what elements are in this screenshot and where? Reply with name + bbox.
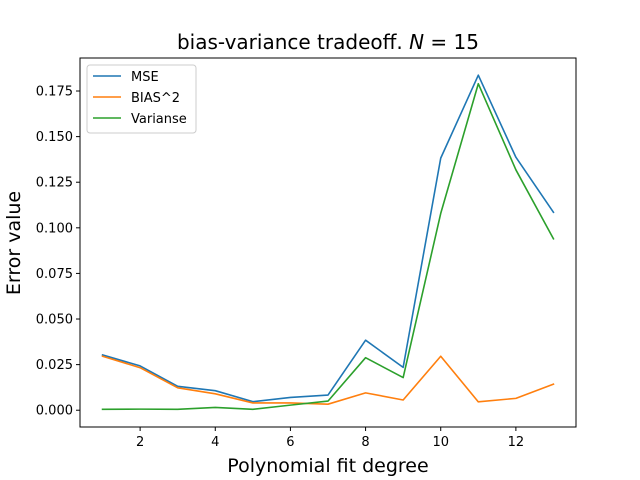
x-tick-label: 4	[211, 435, 219, 450]
y-tick-label: 0.125	[36, 176, 73, 191]
y-axis-title: Error value	[3, 191, 25, 295]
y-tick-label: 0.000	[36, 404, 73, 419]
y-tick-label: 0.150	[36, 130, 73, 145]
y-axis-ticks: 0.000 0.025 0.050 0.075 0.100 0.125 0.150 0.175	[36, 85, 80, 419]
series-line-1	[101, 355, 555, 406]
series-line-0	[101, 74, 555, 403]
legend-label-1: BIAS^2	[131, 91, 180, 106]
x-axis-title: Polynomial fit degree	[227, 455, 428, 477]
series-layer	[101, 74, 555, 411]
chart-title-variable: N	[409, 30, 424, 54]
plot-area	[79, 57, 577, 428]
chart-title-rest: = 15	[424, 30, 479, 54]
legend: MSE BIAS^2 Varianse	[86, 64, 197, 134]
x-tick-label: 6	[286, 435, 294, 450]
y-tick-label: 0.075	[36, 267, 73, 282]
legend-frame	[86, 64, 197, 134]
y-tick-label: 0.025	[36, 358, 73, 373]
chart-title-prefix: bias-variance tradeoff.	[177, 30, 409, 54]
x-tick-label: 2	[136, 435, 144, 450]
x-tick-label: 8	[361, 435, 369, 450]
legend-label-0: MSE	[131, 70, 159, 85]
y-tick-label: 0.050	[36, 313, 73, 328]
chart-title: bias-variance tradeoff. N = 15	[177, 30, 479, 54]
x-tick-label: 10	[432, 435, 449, 450]
series-line-2	[101, 82, 555, 411]
y-tick-label: 0.175	[36, 85, 73, 100]
x-axis-ticks: 2 4 6 8 10 12	[136, 427, 524, 450]
legend-label-2: Varianse	[131, 112, 187, 127]
y-tick-label: 0.100	[36, 221, 73, 236]
plot-frame	[79, 57, 577, 428]
x-tick-label: 12	[508, 435, 525, 450]
